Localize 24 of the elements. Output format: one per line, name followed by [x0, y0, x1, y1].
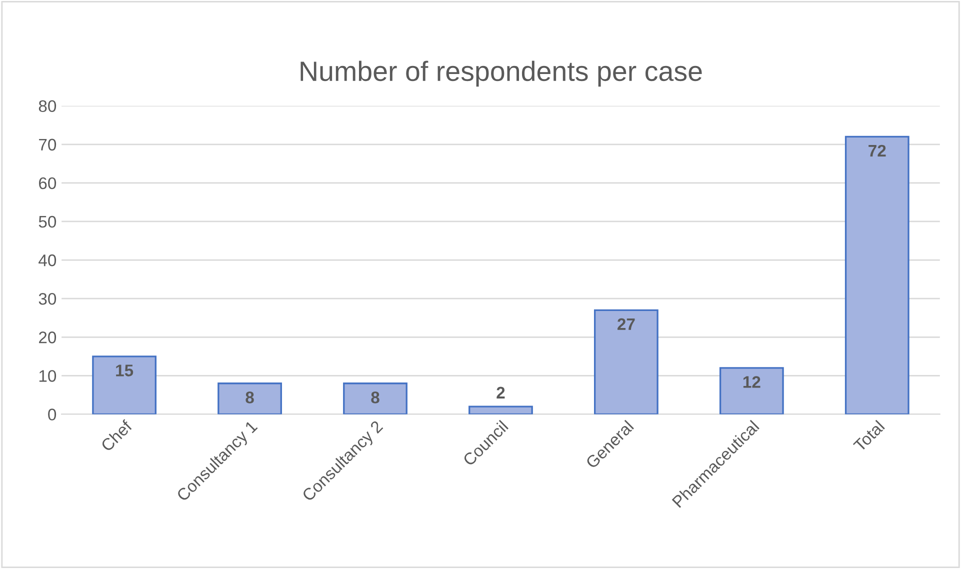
y-tick-label: 60: [39, 177, 56, 190]
y-tick-label: 0: [48, 408, 56, 420]
bar: [218, 382, 282, 414]
y-tick-label: 40: [38, 254, 56, 266]
data-label: 27: [618, 318, 635, 330]
y-tick-label: 10: [39, 370, 56, 382]
y-tick-label: 50: [38, 216, 56, 228]
data-label: 8: [246, 392, 254, 404]
y-tick-label: 20: [39, 332, 56, 344]
y-tick-label: 80: [38, 100, 56, 112]
data-label: 72: [868, 144, 886, 156]
bar: [343, 382, 408, 414]
data-label: 12: [743, 376, 760, 388]
data-label: 15: [116, 364, 134, 376]
bar: [594, 309, 658, 414]
bar: [468, 406, 533, 414]
data-label: 2: [496, 386, 505, 398]
bar: [844, 136, 910, 414]
data-label: 8: [371, 392, 380, 404]
bar: [92, 356, 157, 414]
y-tick-label: 70: [39, 138, 56, 151]
y-tick-label: 30: [38, 292, 56, 305]
chart-title: Number of respondents per case: [300, 60, 702, 87]
bar: [719, 367, 784, 414]
